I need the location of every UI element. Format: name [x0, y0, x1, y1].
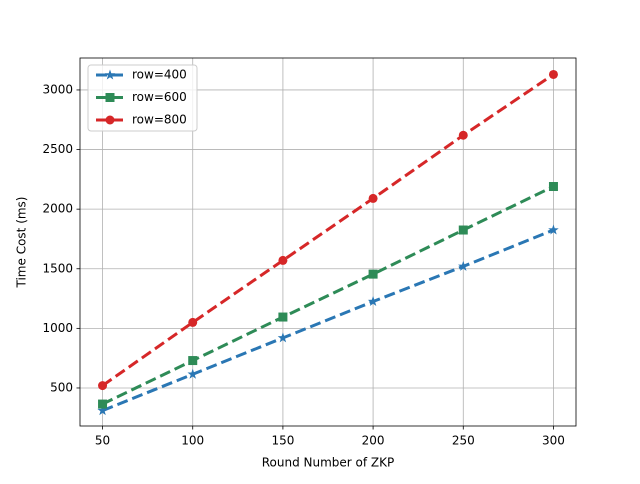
marker: [277, 332, 289, 343]
marker: [458, 260, 469, 271]
marker: [458, 225, 468, 235]
marker: [278, 255, 288, 265]
y-tick-label: 2000: [42, 202, 73, 216]
x-tick-label: 250: [452, 434, 475, 448]
marker: [98, 399, 108, 409]
marker: [187, 368, 198, 379]
legend-marker: [104, 69, 116, 80]
series-line: [101, 185, 555, 406]
series-line: [101, 73, 555, 387]
legend-box: [87, 64, 198, 132]
plot-frame: [79, 57, 577, 427]
x-axis-label: Round Number of ZKP: [262, 456, 395, 470]
legend-marker: [105, 115, 115, 125]
x-tick-label: 100: [181, 434, 204, 448]
marker: [548, 182, 558, 192]
y-tick-label: 500: [50, 380, 73, 394]
y-tick-label: 3000: [42, 82, 73, 96]
legend-label: row=400: [132, 68, 187, 82]
marker: [368, 269, 378, 279]
legend-marker: [105, 93, 115, 102]
marker: [97, 405, 108, 416]
y-tick-label: 1500: [42, 261, 73, 275]
marker: [98, 381, 108, 391]
marker: [548, 69, 558, 79]
legend-label: row=800: [132, 113, 187, 127]
marker: [188, 356, 198, 366]
marker: [278, 312, 288, 322]
series-line: [101, 228, 555, 413]
marker: [458, 130, 468, 140]
marker: [548, 224, 559, 235]
marker: [188, 317, 198, 327]
marker: [367, 296, 379, 306]
y-axis-label: Time Cost (ms): [15, 197, 29, 289]
x-tick-label: 150: [271, 434, 294, 448]
y-tick-label: 1000: [42, 321, 73, 335]
y-tick-label: 2500: [42, 142, 73, 156]
x-tick-label: 200: [362, 434, 385, 448]
marker: [368, 193, 378, 203]
x-tick-label: 50: [95, 434, 110, 448]
x-tick-label: 300: [542, 434, 565, 448]
legend-label: row=600: [132, 90, 187, 104]
